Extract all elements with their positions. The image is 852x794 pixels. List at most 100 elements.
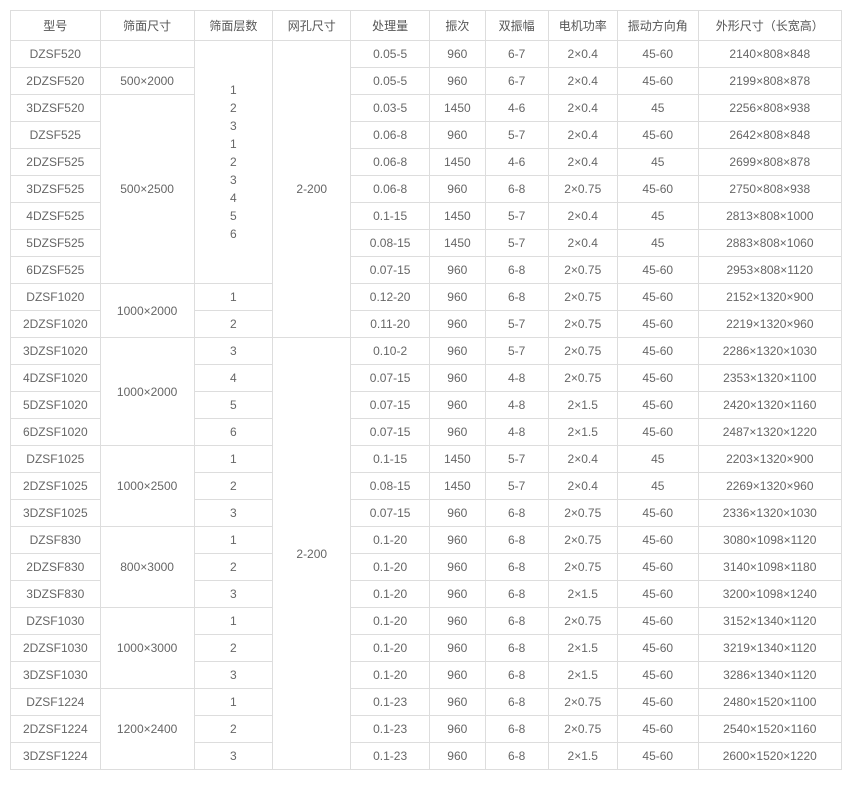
cell-angle: 45-60 xyxy=(617,743,698,770)
cell-model: 3DZSF1224 xyxy=(11,743,101,770)
cell-angle: 45 xyxy=(617,230,698,257)
cell-mesh-size: 2-200 xyxy=(273,338,351,770)
cell-frequency: 960 xyxy=(429,743,485,770)
cell-power: 2×0.4 xyxy=(548,473,617,500)
cell-dimensions: 2256×808×938 xyxy=(698,95,841,122)
cell-frequency: 960 xyxy=(429,365,485,392)
col-header: 外形尺寸（长宽高） xyxy=(698,11,841,41)
cell-angle: 45-60 xyxy=(617,716,698,743)
table-row: DZSF10201000×200010.12-209606-82×0.7545-… xyxy=(11,284,842,311)
cell-frequency: 1450 xyxy=(429,95,485,122)
cell-capacity: 0.1-15 xyxy=(351,203,429,230)
col-header: 电机功率 xyxy=(548,11,617,41)
cell-amplitude: 4-8 xyxy=(485,419,548,446)
cell-dimensions: 3286×1340×1120 xyxy=(698,662,841,689)
col-header: 筛面层数 xyxy=(194,11,272,41)
cell-layer: 2 xyxy=(194,635,272,662)
cell-dimensions: 3200×1098×1240 xyxy=(698,581,841,608)
cell-power: 2×0.4 xyxy=(548,230,617,257)
cell-angle: 45-60 xyxy=(617,419,698,446)
cell-frequency: 960 xyxy=(429,284,485,311)
cell-capacity: 0.06-8 xyxy=(351,176,429,203)
cell-capacity: 0.07-15 xyxy=(351,419,429,446)
cell-frequency: 960 xyxy=(429,419,485,446)
cell-amplitude: 4-8 xyxy=(485,392,548,419)
cell-amplitude: 5-7 xyxy=(485,230,548,257)
cell-amplitude: 6-7 xyxy=(485,68,548,95)
cell-capacity: 0.1-20 xyxy=(351,662,429,689)
cell-angle: 45-60 xyxy=(617,257,698,284)
cell-amplitude: 6-8 xyxy=(485,689,548,716)
cell-layer: 3 xyxy=(194,743,272,770)
cell-angle: 45-60 xyxy=(617,176,698,203)
col-header: 筛面尺寸 xyxy=(100,11,194,41)
cell-frequency: 960 xyxy=(429,41,485,68)
table-row: DZSF10251000×250010.1-1514505-72×0.44522… xyxy=(11,446,842,473)
cell-screen-size: 1000×2000 xyxy=(100,338,194,446)
cell-power: 2×0.75 xyxy=(548,554,617,581)
cell-amplitude: 6-8 xyxy=(485,554,548,581)
cell-amplitude: 4-6 xyxy=(485,95,548,122)
cell-frequency: 960 xyxy=(429,527,485,554)
cell-amplitude: 6-8 xyxy=(485,176,548,203)
cell-frequency: 960 xyxy=(429,554,485,581)
cell-angle: 45-60 xyxy=(617,122,698,149)
cell-model: 5DZSF525 xyxy=(11,230,101,257)
cell-angle: 45 xyxy=(617,473,698,500)
cell-frequency: 960 xyxy=(429,176,485,203)
cell-layer: 2 xyxy=(194,311,272,338)
cell-capacity: 0.1-20 xyxy=(351,554,429,581)
col-header: 网孔尺寸 xyxy=(273,11,351,41)
cell-layer: 1 xyxy=(194,527,272,554)
cell-capacity: 0.1-23 xyxy=(351,716,429,743)
cell-model: 3DZSF1030 xyxy=(11,662,101,689)
cell-amplitude: 6-7 xyxy=(485,41,548,68)
cell-model: 2DZSF520 xyxy=(11,68,101,95)
cell-dimensions: 3140×1098×1180 xyxy=(698,554,841,581)
cell-power: 2×1.5 xyxy=(548,662,617,689)
cell-model: 2DZSF1224 xyxy=(11,716,101,743)
cell-screen-size: 1000×3000 xyxy=(100,608,194,689)
cell-amplitude: 5-7 xyxy=(485,338,548,365)
cell-model: 6DZSF525 xyxy=(11,257,101,284)
cell-capacity: 0.1-20 xyxy=(351,635,429,662)
table-row: DZSF830800×300010.1-209606-82×0.7545-603… xyxy=(11,527,842,554)
cell-angle: 45-60 xyxy=(617,554,698,581)
layer-number: 4 xyxy=(199,189,268,207)
cell-amplitude: 5-7 xyxy=(485,122,548,149)
cell-screen-size: 1000×2500 xyxy=(100,446,194,527)
cell-angle: 45-60 xyxy=(617,311,698,338)
cell-model: DZSF1025 xyxy=(11,446,101,473)
cell-dimensions: 2953×808×1120 xyxy=(698,257,841,284)
cell-frequency: 960 xyxy=(429,500,485,527)
cell-amplitude: 6-8 xyxy=(485,284,548,311)
table-row: 3DZSF10201000×200032-2000.10-29605-72×0.… xyxy=(11,338,842,365)
cell-dimensions: 2883×808×1060 xyxy=(698,230,841,257)
cell-power: 2×0.75 xyxy=(548,176,617,203)
cell-amplitude: 6-8 xyxy=(485,257,548,284)
cell-model: DZSF1224 xyxy=(11,689,101,716)
cell-angle: 45-60 xyxy=(617,365,698,392)
cell-dimensions: 2699×808×878 xyxy=(698,149,841,176)
cell-angle: 45-60 xyxy=(617,392,698,419)
cell-frequency: 960 xyxy=(429,338,485,365)
cell-amplitude: 5-7 xyxy=(485,311,548,338)
cell-model: 2DZSF525 xyxy=(11,149,101,176)
cell-dimensions: 2540×1520×1160 xyxy=(698,716,841,743)
cell-model: 2DZSF1025 xyxy=(11,473,101,500)
cell-power: 2×0.75 xyxy=(548,257,617,284)
cell-power: 2×0.75 xyxy=(548,500,617,527)
cell-model: DZSF525 xyxy=(11,122,101,149)
cell-power: 2×0.4 xyxy=(548,446,617,473)
cell-amplitude: 6-8 xyxy=(485,608,548,635)
cell-dimensions: 2336×1320×1030 xyxy=(698,500,841,527)
col-header: 振次 xyxy=(429,11,485,41)
cell-amplitude: 5-7 xyxy=(485,203,548,230)
cell-frequency: 1450 xyxy=(429,203,485,230)
cell-layer: 5 xyxy=(194,392,272,419)
cell-layer: 2 xyxy=(194,554,272,581)
cell-dimensions: 2286×1320×1030 xyxy=(698,338,841,365)
cell-layer: 4 xyxy=(194,365,272,392)
cell-angle: 45-60 xyxy=(617,284,698,311)
cell-capacity: 0.12-20 xyxy=(351,284,429,311)
